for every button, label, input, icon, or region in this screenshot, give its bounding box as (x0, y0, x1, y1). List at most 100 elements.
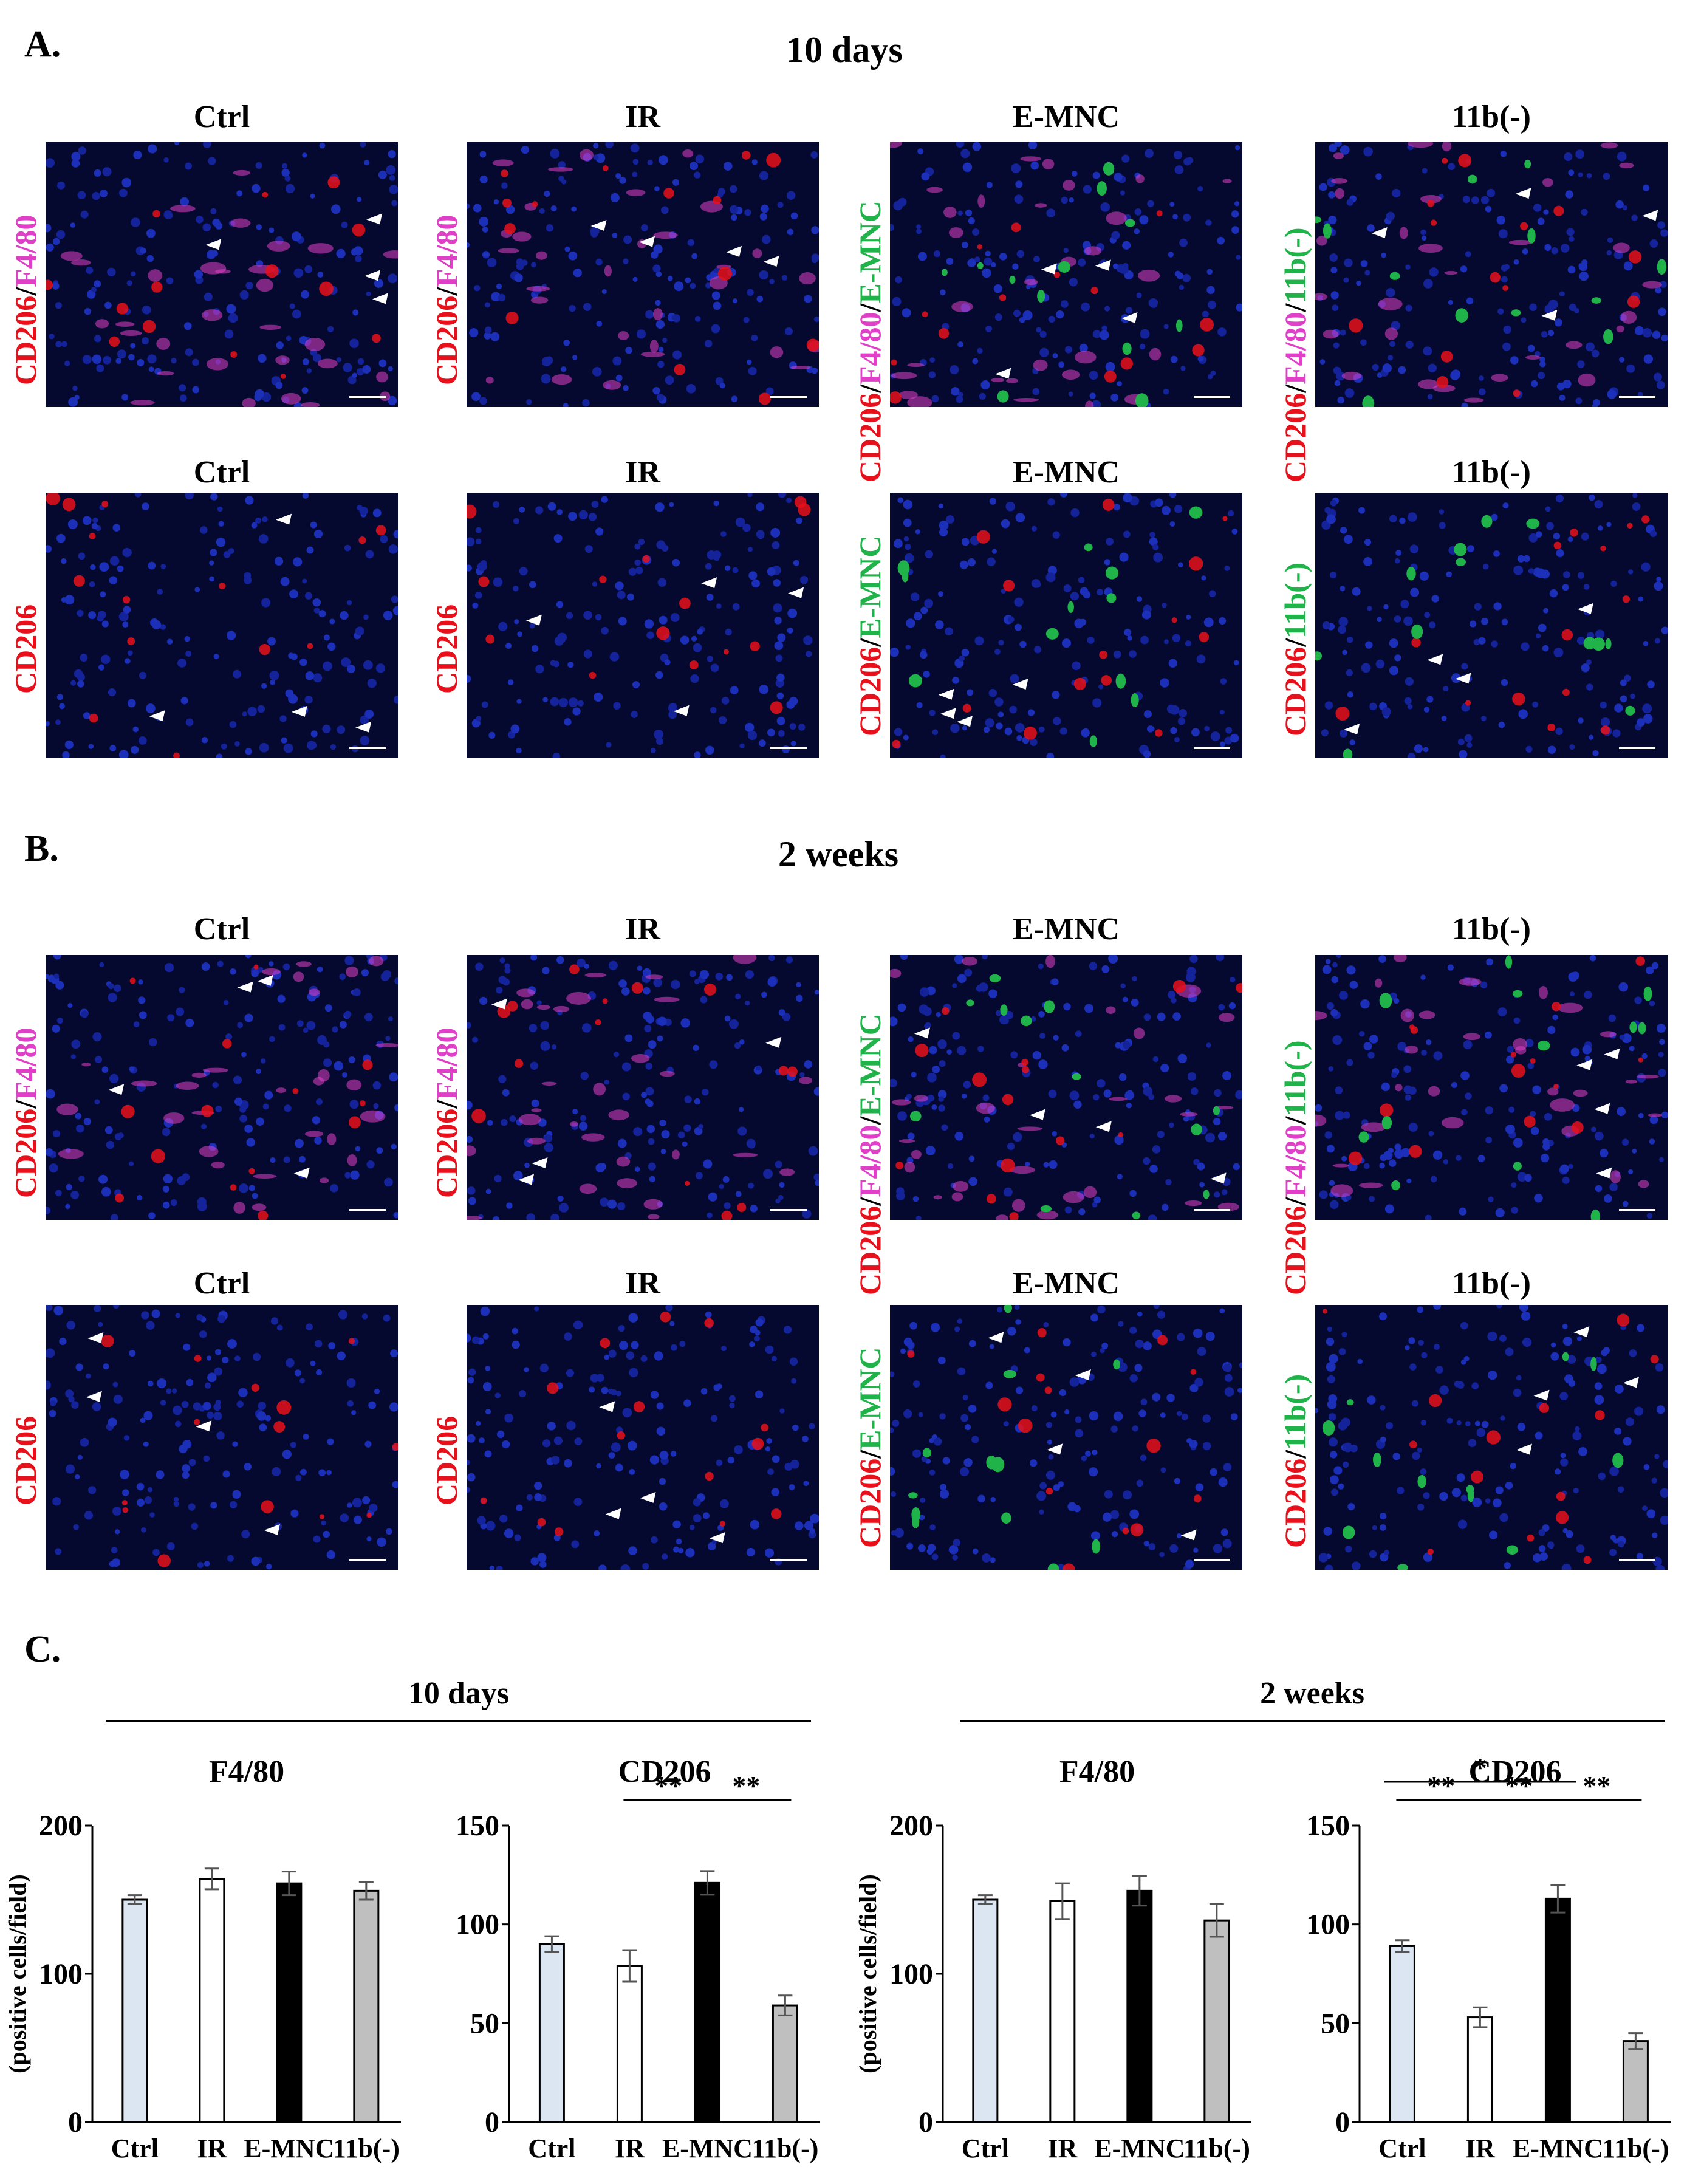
arrowhead-marker (639, 236, 655, 247)
arrowhead-marker (86, 1391, 102, 1402)
channel-label: CD206/F4/80 (8, 214, 43, 385)
column-title: Ctrl (193, 100, 250, 134)
channel-label-segment: E-MNC (853, 535, 887, 638)
chart-title: CD206 (618, 1754, 711, 1789)
channel-label-segment: CD206 (853, 1205, 887, 1295)
scale-bar (770, 1209, 807, 1211)
arrowhead-marker (709, 1532, 725, 1544)
channel-label-segment: E-MNC (853, 1347, 887, 1450)
arrowhead-marker (1180, 1529, 1197, 1541)
arrowhead-marker (257, 974, 273, 986)
arrowhead-marker (995, 368, 1011, 379)
column-title: E-MNC (1012, 1266, 1120, 1301)
arrowhead-marker (1623, 1377, 1639, 1388)
channel-label: CD206/F4/80 (8, 1027, 43, 1198)
chart-title: F4/80 (209, 1754, 284, 1789)
channel-label-segment: / (1278, 303, 1312, 312)
arrowhead-marker (1516, 1443, 1532, 1455)
x-tick-label: IR (1047, 2134, 1078, 2163)
channel-label: CD206 (429, 604, 464, 694)
arrowhead-marker (196, 1420, 212, 1432)
scale-bar (1619, 747, 1655, 749)
column-title: Ctrl (193, 455, 250, 490)
x-tick-label: 11b(-) (1183, 2134, 1250, 2163)
bar-11b- (353, 1889, 380, 2123)
micrograph-panelB-r1-c2 (890, 955, 1242, 1220)
channel-label-segment: CD206 (429, 1108, 464, 1198)
micrograph-panelA-r1-c1 (467, 142, 819, 407)
column-title: 11b(-) (1452, 1266, 1531, 1301)
arrowhead-marker (1427, 654, 1443, 665)
arrowhead-marker (599, 1401, 615, 1412)
x-tick-label: Ctrl (1378, 2134, 1426, 2163)
significance-label: ** (1505, 1770, 1533, 1801)
section-divider-10-days (106, 1720, 811, 1722)
channel-label-segment: 11b(-) (1278, 227, 1312, 304)
arrowhead-marker (1573, 1326, 1590, 1338)
micrograph-panelB-r2-c2 (890, 1305, 1242, 1570)
arrowhead-marker (1095, 259, 1111, 271)
column-title: E-MNC (1012, 100, 1120, 134)
channel-label: CD206/E-MNC (852, 1347, 888, 1548)
chart-f4-80-10-days: F4/80 (positive cells/field) 0 100 200 Ctrl IR… (4, 1754, 401, 2163)
arrowhead-marker (1596, 1167, 1612, 1179)
channel-label-segment: / (1278, 1116, 1312, 1125)
arrowhead-marker (237, 981, 253, 993)
bar-11b- (1203, 1919, 1230, 2123)
bar-ir (1466, 2016, 1493, 2123)
arrowhead-marker (1576, 1059, 1593, 1070)
arrowhead-marker (1594, 1103, 1610, 1114)
arrowhead-marker (87, 1332, 104, 1344)
panel-b-title: 2 weeks (778, 834, 899, 874)
significance-label: * (1473, 1752, 1487, 1783)
column-title: IR (625, 912, 660, 947)
column-title: 11b(-) (1452, 455, 1531, 490)
channel-label: CD206 (429, 1416, 464, 1505)
bar-e-mnc (276, 1882, 303, 2123)
arrowhead-marker (264, 1524, 280, 1535)
column-title: E-MNC (1012, 455, 1120, 490)
channel-label-segment: E-MNC (853, 1013, 887, 1117)
channel-label-segment: / (9, 287, 43, 296)
section-title-10-days: 10 days (408, 1676, 510, 1711)
x-tick-label: E-MNC (662, 2134, 753, 2163)
arrowhead-marker (108, 1084, 125, 1095)
column-title: 11b(-) (1452, 912, 1531, 947)
arrowhead-marker (726, 245, 742, 257)
panel-letter-b: B. (24, 828, 59, 869)
arrowhead-marker (532, 1157, 548, 1168)
channel-label-segment: CD206 (9, 1108, 43, 1198)
significance-label: ** (1583, 1770, 1610, 1801)
x-tick-label: IR (197, 2134, 227, 2163)
channel-label: CD206/F4/80/E-MNC (852, 200, 888, 482)
arrowhead-marker (1371, 227, 1388, 238)
arrowhead-marker (1029, 1109, 1045, 1120)
scale-bar (1194, 747, 1230, 749)
x-tick-label: Ctrl (111, 2134, 159, 2163)
bar-ctrl (972, 1898, 999, 2123)
micrograph-panelB-r2-c0 (46, 1305, 398, 1570)
arrowhead-marker (673, 705, 690, 716)
channel-label-segment: F4/80 (853, 1125, 887, 1197)
column-title: Ctrl (193, 912, 250, 947)
y-tick-label: 0 (485, 2106, 499, 2138)
channel-label-segment: / (1278, 638, 1312, 647)
arrowhead-marker (938, 688, 954, 700)
bar-ctrl (1389, 1945, 1415, 2123)
channel-label: CD206 (8, 1416, 43, 1505)
scale-bar (1619, 1209, 1655, 1211)
channel-label-segment: / (853, 638, 887, 647)
arrowhead-marker (293, 1167, 310, 1179)
bar-e-mnc (1544, 1897, 1571, 2123)
arrowhead-marker (956, 716, 973, 727)
x-tick-label: 11b(-) (333, 2134, 400, 2163)
arrowhead-marker (640, 1491, 656, 1503)
scale-bar (349, 396, 386, 398)
arrowhead-marker (1604, 1048, 1620, 1059)
significance-label: ** (732, 1770, 760, 1801)
y-tick-label: 150 (1306, 1810, 1350, 1842)
channel-label-segment: CD206 (853, 1458, 887, 1548)
arrowhead-marker (701, 577, 717, 589)
channel-label-segment: / (1278, 1197, 1312, 1206)
